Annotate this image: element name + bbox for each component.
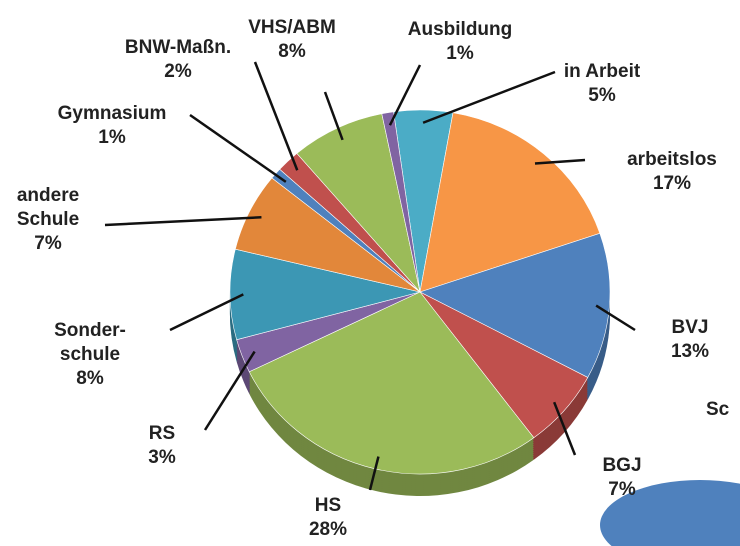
clipped-title: Sc [706, 399, 730, 420]
leader-line [189, 113, 287, 183]
slice-label: BNW-Maßn. 2% [125, 36, 231, 84]
category-label: andere Schule [16, 185, 80, 230]
slice-label: Ausbildung 1% [408, 18, 512, 66]
leader-line [553, 401, 577, 456]
value-label: 1% [446, 43, 474, 64]
slice-label: VHS/ABM 8% [248, 16, 336, 64]
value-label: 28% [308, 519, 348, 540]
category-label: Gymnasium [57, 103, 167, 124]
slice-label: BVJ 13% [671, 316, 709, 364]
slice-label: HS 28% [309, 494, 347, 542]
value-label: 7% [34, 233, 62, 254]
leader-line [534, 158, 586, 165]
category-label: BVJ [671, 317, 709, 338]
slice [296, 113, 421, 294]
slice [419, 232, 611, 378]
leader-line [422, 70, 556, 124]
category-label: VHS/ABM [248, 17, 336, 38]
slice-label: Gymnasium 1% [58, 102, 167, 150]
category-label: BGJ [602, 455, 642, 476]
slice-label: in Arbeit 5% [564, 60, 640, 108]
category-label: Sonder- schule [54, 320, 126, 365]
leader-line [169, 293, 244, 332]
category-label: HS [314, 495, 342, 516]
leader-line [323, 91, 344, 141]
value-label: 13% [670, 341, 710, 362]
value-label: 3% [148, 447, 176, 468]
slice-label: arbeitslos 17% [627, 148, 717, 196]
category-label: arbeitslos [627, 149, 717, 170]
category-label: BNW-Maßn. [124, 37, 232, 58]
slice-label: BGJ 7% [602, 454, 641, 502]
value-label: 5% [588, 85, 616, 106]
slice [419, 112, 601, 293]
category-label: Ausbildung [407, 19, 513, 40]
slice [229, 248, 421, 341]
value-label: 8% [278, 41, 306, 62]
leader-line [595, 304, 636, 332]
pie-top [229, 109, 611, 475]
leader-line [253, 61, 299, 171]
leader-line [388, 64, 422, 126]
clipped-pie [600, 480, 740, 546]
leader-line [203, 350, 256, 431]
slice-label: RS 3% [148, 422, 175, 470]
slice-label: Sonder- schule 8% [54, 319, 126, 391]
leader-line [104, 216, 262, 227]
value-label: 7% [608, 479, 636, 500]
leader-line [368, 456, 380, 491]
slice-label: andere Schule 7% [17, 184, 79, 256]
value-label: 2% [164, 61, 192, 82]
category-label: RS [148, 423, 176, 444]
category-label: in Arbeit [563, 61, 641, 82]
value-label: 17% [652, 173, 692, 194]
value-label: 1% [98, 127, 126, 148]
value-label: 8% [76, 368, 104, 389]
slice [381, 111, 421, 293]
